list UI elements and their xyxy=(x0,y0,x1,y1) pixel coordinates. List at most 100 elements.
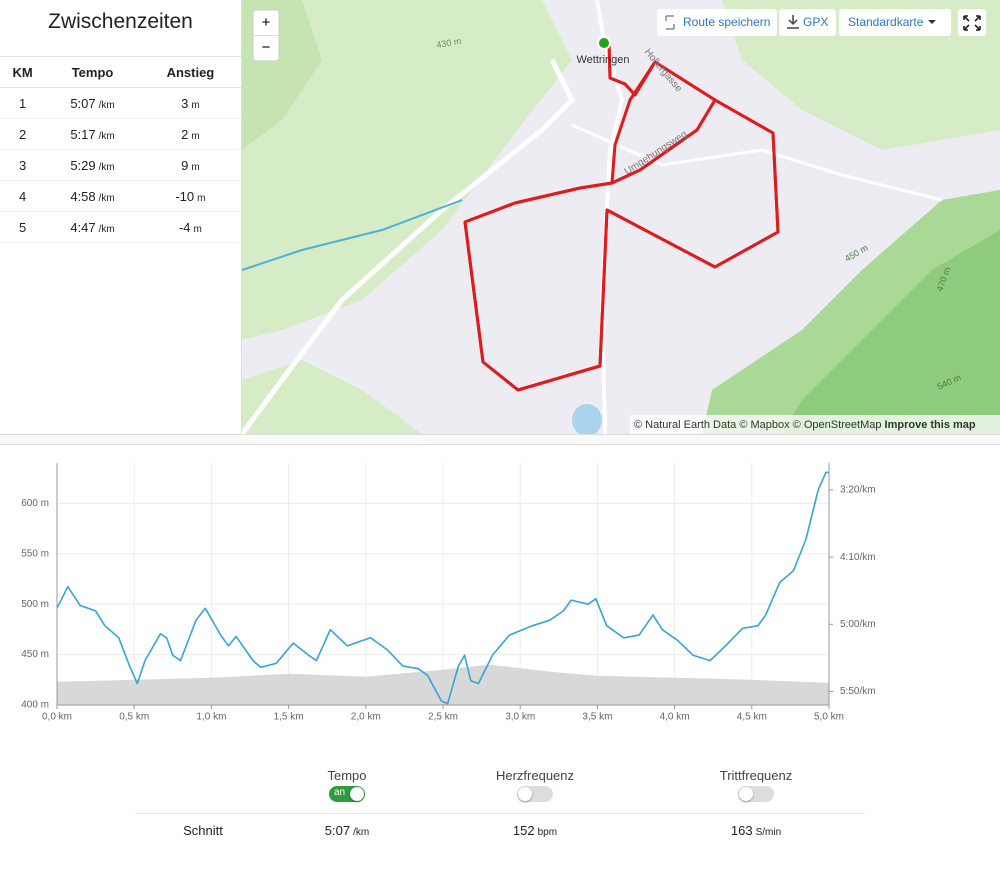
pace-unit: /km xyxy=(98,130,115,142)
route xyxy=(463,42,780,392)
pace: 4:58 xyxy=(70,188,96,204)
climb-unit: m xyxy=(193,223,202,235)
toggle[interactable] xyxy=(517,786,553,802)
toggle[interactable]: an xyxy=(329,786,365,802)
zoom-in[interactable]: + xyxy=(262,14,271,31)
splits-table: KM Tempo Anstieg 1 5:07/km 3 m 2 5:17/km 2 m 3 5:29/… xyxy=(0,57,241,243)
average-value: 152 bpm xyxy=(455,823,615,838)
place-label: Wettringen xyxy=(577,54,630,66)
toggle-label: an xyxy=(334,787,346,798)
split-row: 4 4:58/km -10 m xyxy=(0,180,241,212)
climb: 3 xyxy=(181,95,189,111)
x-tick-label: 0,5 km xyxy=(119,712,149,723)
metric-label: Tempo xyxy=(327,768,367,783)
y2-tick-label: 5:50/km xyxy=(840,686,876,697)
x-tick-label: 1,0 km xyxy=(196,712,226,723)
x-tick-label: 4,0 km xyxy=(660,712,690,723)
value: 152 xyxy=(512,823,535,838)
y-tick-label: 500 m xyxy=(21,599,49,610)
column-header: Tempo xyxy=(45,57,140,88)
y2-tick-label: 3:20/km xyxy=(840,485,876,496)
toggle-knob xyxy=(518,787,532,801)
forest xyxy=(242,0,572,340)
pace: 5:07 xyxy=(70,95,96,111)
save-route-button[interactable] xyxy=(657,9,777,36)
fullscreen-button[interactable] xyxy=(958,9,986,36)
y-tick-label: 550 m xyxy=(21,548,49,559)
y2-tick-label: 5:00/km xyxy=(840,619,876,630)
climb: 2 xyxy=(181,126,189,142)
splits-panel: Zwischenzeiten KM Tempo Anstieg 1 5:07/km 3 m 2… xyxy=(0,0,242,434)
table-body: 1 5:07/km 3 m 2 5:17/km 2 m 3 5:29/km 9 m 4 4:58/km -1… xyxy=(0,87,241,243)
map-style-label[interactable]: Standardkarte xyxy=(848,15,924,29)
attribution-text: © Natural Earth Data © Mapbox © OpenStre… xyxy=(634,419,881,431)
y-tick-label: 450 m xyxy=(21,649,49,660)
elevation-area xyxy=(57,664,829,705)
climb: -10 xyxy=(175,188,195,204)
metric-label: Trittfrequenz xyxy=(719,768,793,783)
x-tick-label: 3,0 km xyxy=(505,712,535,723)
pace-cell: 5:17/km xyxy=(45,118,140,150)
gpx-label[interactable]: GPX xyxy=(803,15,828,29)
climb-unit: m xyxy=(191,130,200,142)
profile-chart: 400 m 450 m 500 m 550 m 600 m 0,0 km 0,5 km 1,0… xyxy=(21,463,876,723)
save-route-label[interactable]: Route speichern xyxy=(683,15,770,29)
improve-link[interactable]: Improve this map xyxy=(885,419,976,431)
x-tick-label: 2,0 km xyxy=(351,712,381,723)
toggle[interactable] xyxy=(738,786,774,802)
toggle-knob xyxy=(350,787,364,801)
value: 5:07 xyxy=(324,823,351,838)
column-header: Anstieg xyxy=(139,57,241,88)
forest xyxy=(242,360,422,434)
x-tick-label: 3,5 km xyxy=(582,712,612,723)
river xyxy=(242,199,463,271)
y-tick-label: 400 m xyxy=(21,700,49,711)
unit: bpm xyxy=(537,827,558,838)
climb-unit: m xyxy=(191,99,200,111)
attribution: © Natural Earth Data © Mapbox © OpenStre… xyxy=(634,419,976,431)
pace: 5:29 xyxy=(70,157,96,173)
metric-label: Herzfrequenz xyxy=(495,768,575,783)
resize-handle[interactable] xyxy=(0,434,1000,445)
pace: 4:47 xyxy=(70,219,96,235)
start-marker xyxy=(597,36,611,50)
climb-cell: -4 m xyxy=(139,211,241,243)
pace-unit: /km xyxy=(98,223,115,235)
pace-cell: 4:47/km xyxy=(45,211,140,243)
pace-unit: /km xyxy=(98,192,115,204)
pace-cell: 5:07/km xyxy=(45,87,140,119)
pace-cell: 5:29/km xyxy=(45,149,140,181)
km-cell: 4 xyxy=(0,180,46,212)
km-cell: 2 xyxy=(0,118,46,150)
map[interactable]: Wettringen Hollergasse Umgehungsweg 430 … xyxy=(242,0,1000,434)
split-row: 2 5:17/km 2 m xyxy=(0,118,241,150)
map-style-button[interactable] xyxy=(839,9,951,36)
value: 163 xyxy=(730,823,753,838)
forest xyxy=(722,0,1000,150)
pace-unit: /km xyxy=(98,99,115,111)
y-tick-label: 600 m xyxy=(21,498,49,509)
toggle-knob xyxy=(739,787,753,801)
contour-label: 430 m xyxy=(436,36,462,50)
climb-unit: m xyxy=(191,161,200,173)
pace-unit: /km xyxy=(98,161,115,173)
x-tick-label: 4,5 km xyxy=(737,712,767,723)
average-value: 5:07/km xyxy=(267,823,427,838)
x-tick-label: 5,0 km xyxy=(814,712,844,723)
pace-line xyxy=(56,471,829,705)
x-tick-label: 1,5 km xyxy=(274,712,304,723)
road xyxy=(242,58,576,434)
lake xyxy=(572,404,602,434)
climb: -4 xyxy=(178,219,191,235)
unit: /km xyxy=(353,827,370,838)
attribution-box xyxy=(630,415,1000,434)
pace: 5:17 xyxy=(70,126,96,142)
zoom-out[interactable]: − xyxy=(262,39,271,56)
km-cell: 5 xyxy=(0,211,46,243)
split-row: 3 5:29/km 9 m xyxy=(0,149,241,181)
